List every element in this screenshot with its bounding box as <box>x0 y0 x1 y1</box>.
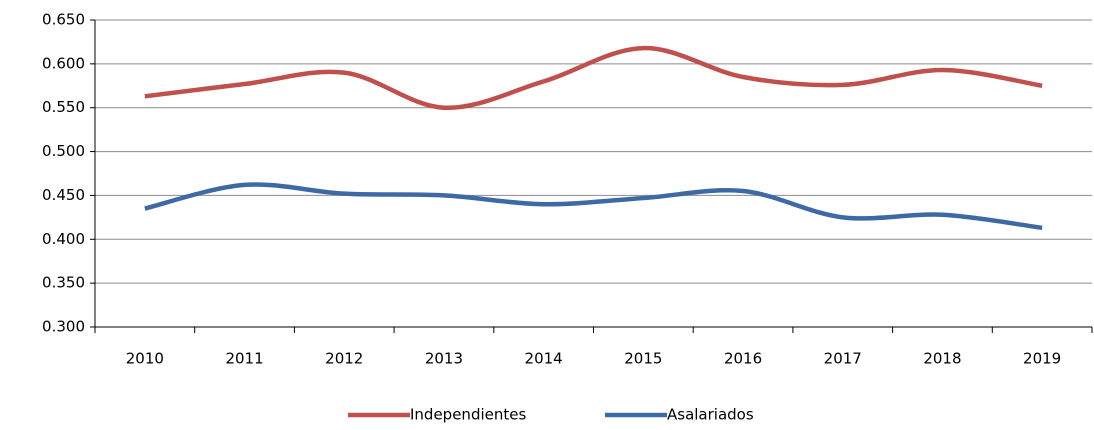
y-tick-label: 0.400 <box>42 230 85 248</box>
y-tick-label: 0.550 <box>42 98 85 116</box>
x-tick-label: 2013 <box>425 350 463 368</box>
y-tick-label: 0.300 <box>42 318 85 336</box>
series-line <box>144 45 1043 110</box>
x-tick-label: 2014 <box>525 350 563 368</box>
x-tick-label: 2011 <box>225 350 263 368</box>
x-tick-label: 2018 <box>923 350 961 368</box>
x-tick-label: 2017 <box>824 350 862 368</box>
x-tick-label: 2019 <box>1023 350 1061 368</box>
y-tick-label: 0.600 <box>42 54 85 72</box>
x-tick-label: 2012 <box>325 350 363 368</box>
legend-label: Asalariados <box>667 406 754 424</box>
y-tick-label: 0.350 <box>42 274 85 292</box>
x-tick-label: 2015 <box>624 350 662 368</box>
y-tick-label: 0.650 <box>42 11 85 29</box>
legend-label: Independientes <box>410 406 526 424</box>
x-tick-label: 2016 <box>724 350 762 368</box>
series-line <box>144 182 1043 231</box>
y-tick-label: 0.500 <box>42 142 85 160</box>
x-tick-label: 2010 <box>126 350 164 368</box>
y-tick-label: 0.450 <box>42 186 85 204</box>
